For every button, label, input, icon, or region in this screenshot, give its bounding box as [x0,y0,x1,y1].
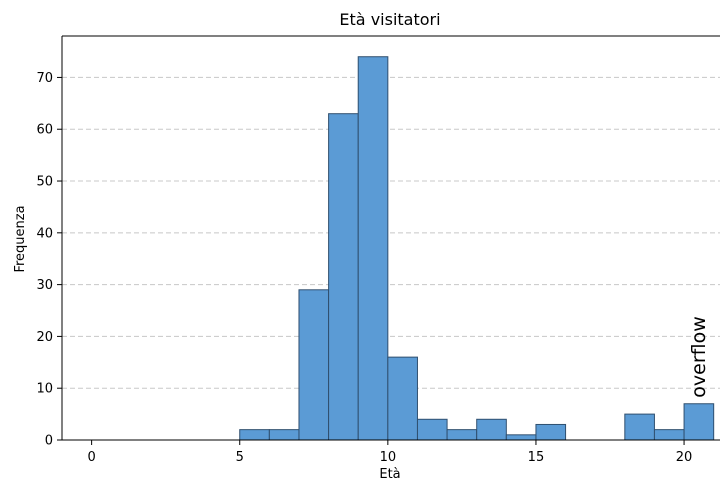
y-tick-label: 60 [36,123,53,138]
histogram-bar [476,418,507,441]
histogram-bar [298,289,330,441]
overflow-annotation: overflow [688,316,710,398]
histogram-bar [505,434,537,441]
y-tick-label: 40 [36,226,53,241]
x-axis-label: Età [379,467,400,482]
x-tick-label: 20 [676,450,693,465]
y-axis-ticks: 0 10 20 30 40 50 60 70 [36,71,62,449]
y-tick-label: 50 [36,175,53,190]
histogram-bar [535,423,567,441]
grid-lines [62,76,720,389]
y-tick-label: 30 [36,278,53,293]
histogram-bar [328,113,359,441]
histogram-bar [416,418,448,441]
histogram-bar [446,429,478,441]
y-axis-label: Frequenza [13,205,28,272]
bars [239,56,715,441]
y-tick-label: 70 [36,71,53,86]
histogram-bar [268,429,300,441]
chart-title: Età visitatori [339,10,440,29]
histogram-bar [683,403,715,441]
histogram-bar [653,429,685,441]
x-tick-label: 15 [528,450,545,465]
histogram-bar [387,356,418,441]
y-tick-label: 0 [45,434,53,449]
histogram-bar [357,56,389,441]
plot-frame [61,35,720,441]
x-tick-label: 5 [236,450,244,465]
histogram-bar [239,429,270,441]
y-tick-label: 20 [36,330,53,345]
x-tick-label: 10 [380,450,397,465]
x-axis-ticks: 0 5 10 15 20 [87,440,692,465]
x-tick-label: 0 [87,450,95,465]
y-tick-label: 10 [36,382,53,397]
histogram-bar [624,413,655,441]
